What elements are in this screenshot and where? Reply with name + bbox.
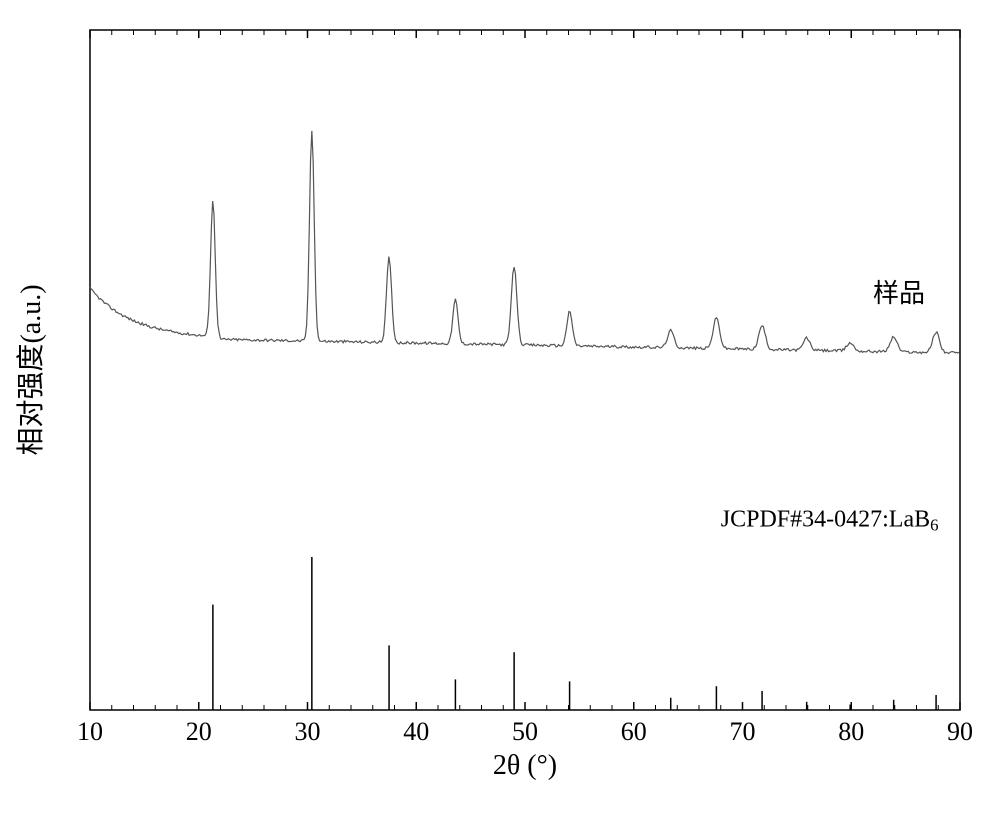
- x-tick-label: 70: [730, 717, 756, 746]
- x-tick-label: 40: [403, 717, 429, 746]
- sample-label: 样品: [873, 279, 925, 308]
- chart-svg: 10 20 30 40 50 60 70 80 90 2θ (°) 相对强度(a.u.) JCPDF#…: [0, 0, 1000, 813]
- x-tick-label: 50: [512, 717, 538, 746]
- chart-bg: [0, 0, 1000, 813]
- x-tick-label: 10: [77, 717, 103, 746]
- xrd-chart: 10 20 30 40 50 60 70 80 90 2θ (°) 相对强度(a.u.) JCPDF#…: [0, 0, 1000, 813]
- x-tick-label: 30: [295, 717, 321, 746]
- x-tick-label: 80: [838, 717, 864, 746]
- y-axis-label: 相对强度(a.u.): [15, 284, 47, 455]
- x-axis-label: 2θ (°): [493, 750, 557, 781]
- x-tick-label: 90: [947, 717, 973, 746]
- x-tick-label: 20: [186, 717, 212, 746]
- reference-label: JCPDF#34-0427:LaB6: [721, 506, 939, 534]
- x-tick-label: 60: [621, 717, 647, 746]
